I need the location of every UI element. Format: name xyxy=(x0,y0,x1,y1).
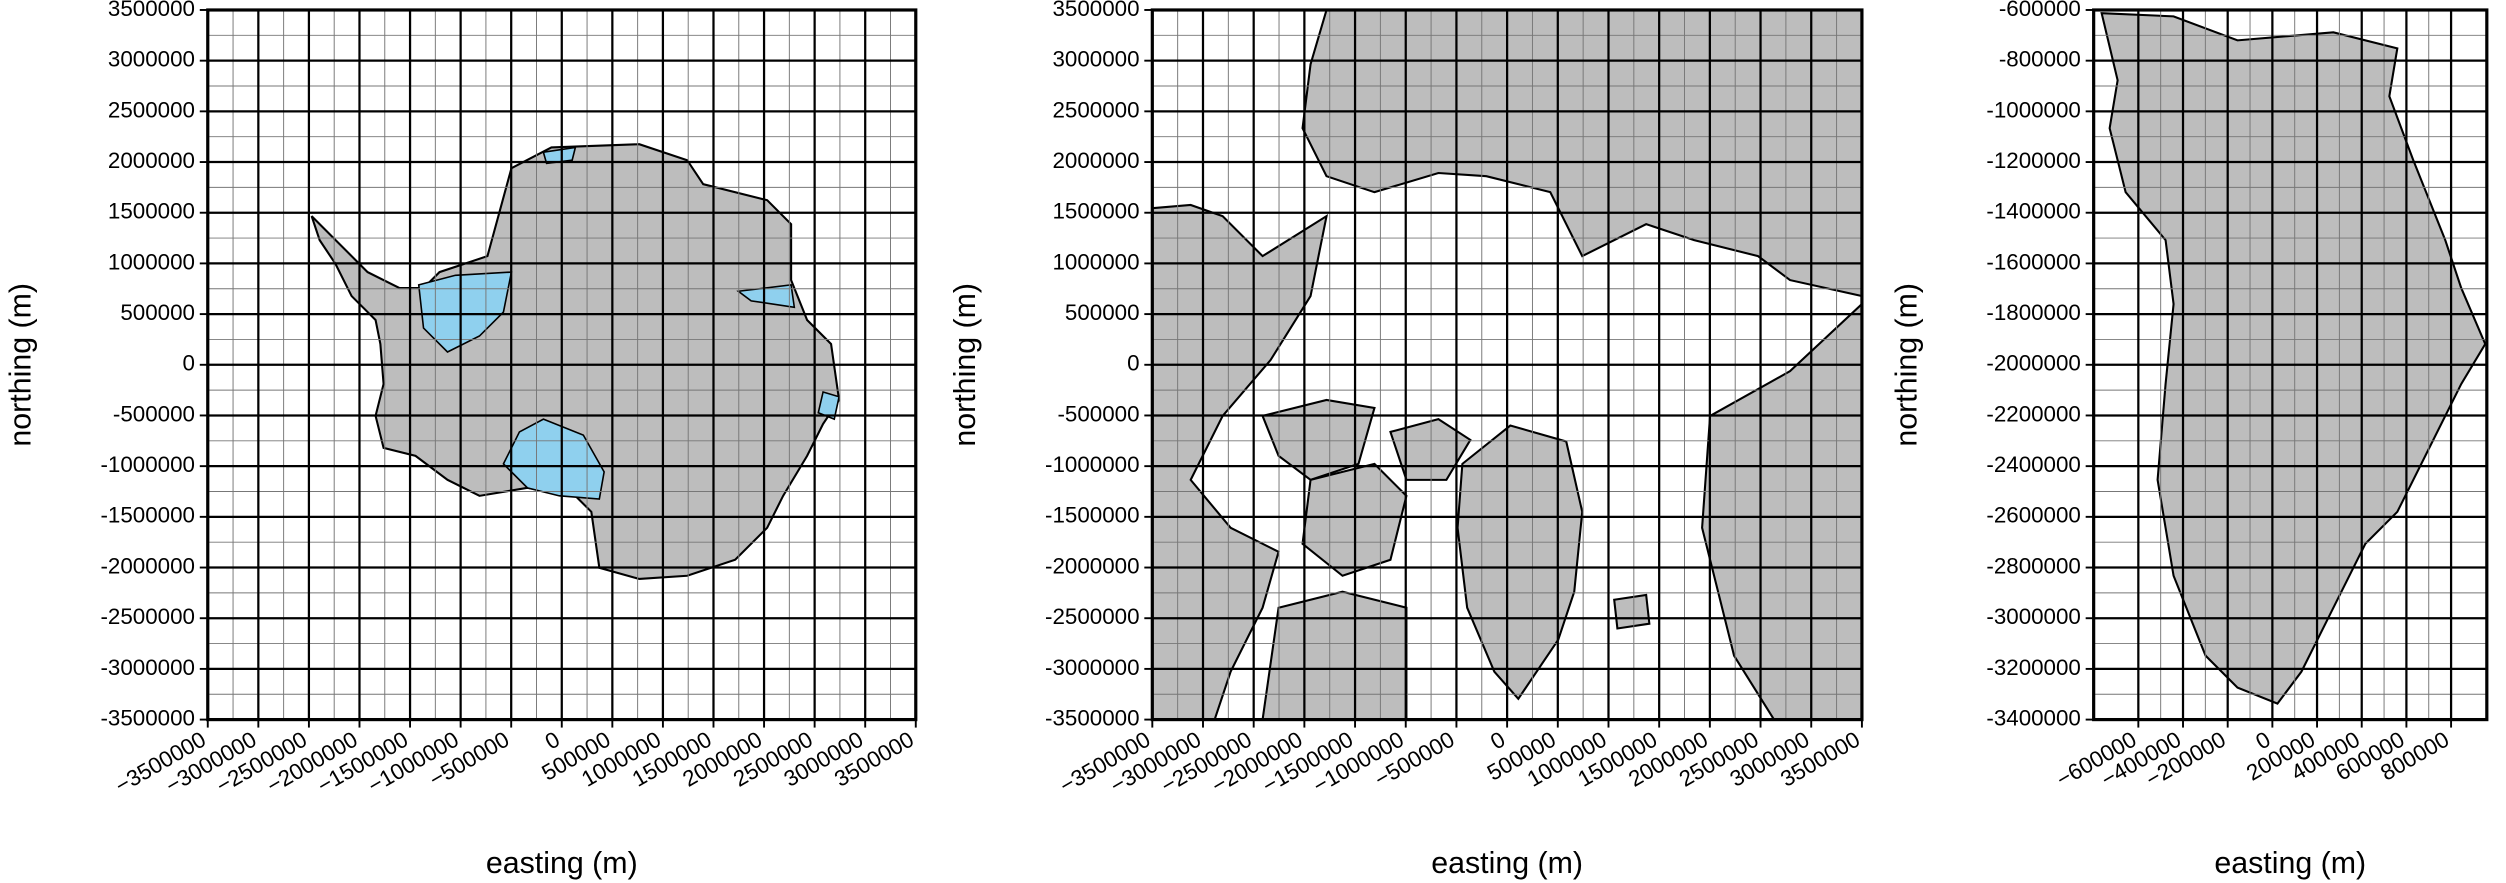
y-tick-label: -2200000 xyxy=(1986,401,2081,426)
y-tick-label: -3000000 xyxy=(100,655,195,680)
landmass xyxy=(1301,9,1862,298)
y-tick-label: 0 xyxy=(183,351,195,376)
y-axis-label: northing (m) xyxy=(4,283,37,447)
y-tick-label: -1000000 xyxy=(100,452,195,477)
y-tick-label: -2800000 xyxy=(1986,553,2081,578)
y-tick-label: -3000000 xyxy=(1986,604,2081,629)
y-tick-label: 2000000 xyxy=(108,148,195,173)
arctic-map xyxy=(1152,9,1862,720)
y-tick-label: 500000 xyxy=(120,300,195,325)
y-tick-label: -3500000 xyxy=(100,705,195,730)
y-tick-label: -2000000 xyxy=(1986,351,2081,376)
y-tick-label: -1800000 xyxy=(1986,300,2081,325)
landmass xyxy=(1701,302,1862,720)
y-tick-label: 1500000 xyxy=(108,199,195,224)
y-tick-label: -1000000 xyxy=(1986,97,2081,122)
y-tick-label: -2500000 xyxy=(1045,604,1140,629)
y-tick-label: 3500000 xyxy=(1052,0,1139,21)
y-tick-label: 1000000 xyxy=(108,249,195,274)
y-tick-label: -2000000 xyxy=(1045,553,1140,578)
landmass xyxy=(310,143,841,580)
greenland-map xyxy=(2100,12,2487,705)
y-tick-label: 2000000 xyxy=(1052,148,1139,173)
landmass xyxy=(1261,590,1408,720)
ice-shelf xyxy=(417,271,513,353)
y-tick-label: 3000000 xyxy=(1052,47,1139,72)
ice-shelf xyxy=(542,146,577,165)
x-axis-label: easting (m) xyxy=(486,847,638,880)
y-tick-label: 0 xyxy=(1127,351,1139,376)
y-axis-label: northing (m) xyxy=(949,283,982,447)
landmass xyxy=(1613,593,1651,630)
ice-shelf xyxy=(502,418,605,500)
y-tick-label: 1500000 xyxy=(1052,199,1139,224)
x-axis-label: easting (m) xyxy=(1431,847,1583,880)
y-tick-label: -800000 xyxy=(1999,47,2081,72)
y-tick-label: -1200000 xyxy=(1986,148,2081,173)
y-tick-label: -3200000 xyxy=(1986,655,2081,680)
landmass xyxy=(1152,203,1329,720)
y-tick-label: -3500000 xyxy=(1045,705,1140,730)
y-tick-label: -3400000 xyxy=(1986,705,2081,730)
y-tick-label: 2500000 xyxy=(1052,97,1139,122)
y-axis-label: northing (m) xyxy=(1890,283,1923,447)
y-tick-label: 2500000 xyxy=(108,97,195,122)
axes-frame xyxy=(2092,8,2489,722)
y-tick-label: -2500000 xyxy=(100,604,195,629)
y-tick-label: -1000000 xyxy=(1045,452,1140,477)
y-tick-label: -2400000 xyxy=(1986,452,2081,477)
y-tick-label: 1000000 xyxy=(1052,249,1139,274)
landmass xyxy=(1389,418,1472,481)
y-tick-label: -500000 xyxy=(1057,401,1139,426)
axes-frame xyxy=(1150,8,1864,722)
y-tick-label: -600000 xyxy=(1999,0,2081,21)
ice-shelf xyxy=(817,390,840,421)
y-tick-label: -1500000 xyxy=(1045,503,1140,528)
greenland xyxy=(2100,12,2487,705)
y-tick-label: 3000000 xyxy=(108,47,195,72)
y-tick-label: -500000 xyxy=(113,401,195,426)
y-tick-label: 500000 xyxy=(1065,300,1140,325)
axes-frame xyxy=(206,8,918,722)
y-tick-label: -3000000 xyxy=(1045,655,1140,680)
x-axis-label: easting (m) xyxy=(2214,847,2366,880)
y-tick-label: -2000000 xyxy=(100,553,195,578)
y-tick-label: 3500000 xyxy=(108,0,195,21)
antarctica-map xyxy=(310,143,841,580)
y-tick-label: -1600000 xyxy=(1986,249,2081,274)
y-tick-label: -1400000 xyxy=(1986,199,2081,224)
ice-shelf xyxy=(736,283,796,309)
y-tick-label: -1500000 xyxy=(100,503,195,528)
y-tick-label: -2600000 xyxy=(1986,503,2081,528)
